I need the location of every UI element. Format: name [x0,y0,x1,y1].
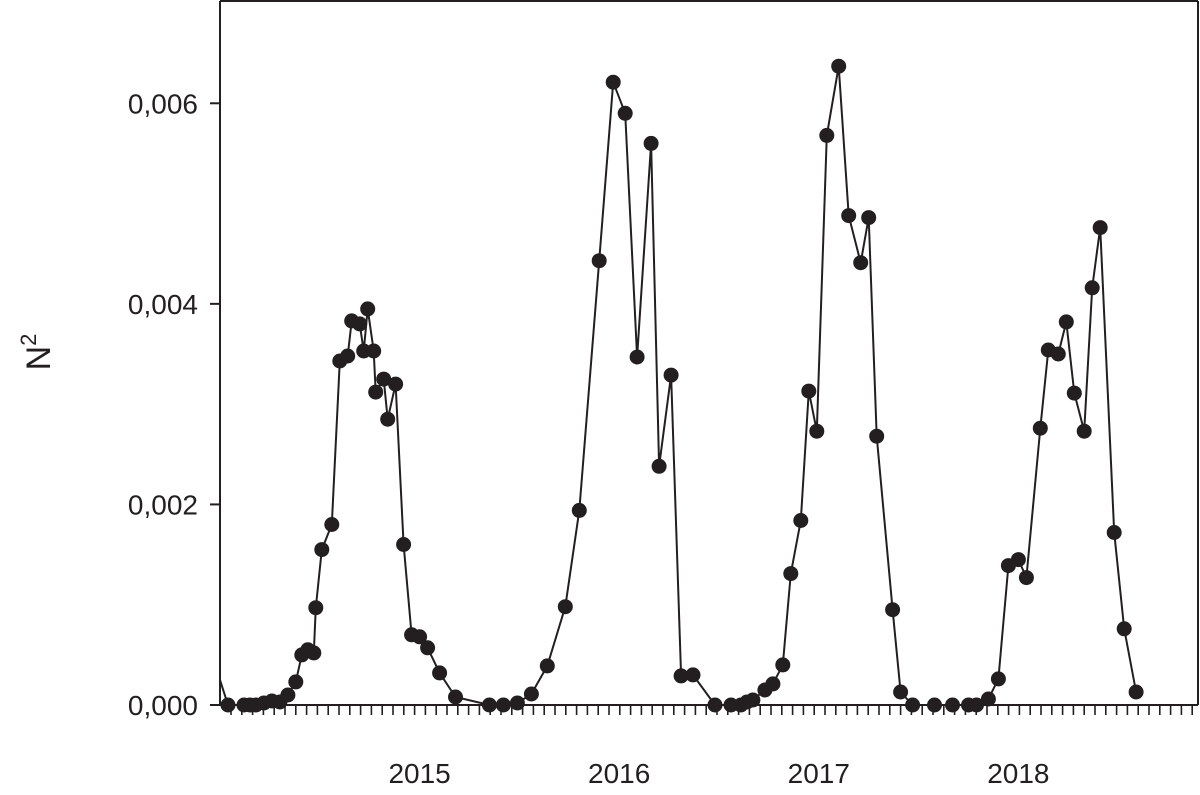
data-point [775,657,791,673]
data-point [643,135,659,151]
data-point [308,600,324,616]
y-tick-label: 0,002 [128,489,198,520]
data-point [707,697,723,713]
data-point [481,697,497,713]
data-point [1018,570,1034,586]
data-point [745,692,761,708]
data-point [1058,314,1074,330]
data-point [945,697,960,713]
data-point [396,537,412,552]
y-tick-label: 0,004 [128,289,198,320]
data-point [523,686,539,702]
data-point [819,127,835,143]
data-point [853,255,869,271]
data-point [388,376,404,392]
data-point [1084,280,1100,296]
data-point [352,316,368,332]
y-axis: 0,000 0,002 0,004 0,006 [128,88,220,721]
data-point [288,674,304,690]
data-point [1010,552,1026,568]
data-point [990,671,1006,687]
data-point [420,640,436,656]
data-point [801,383,817,399]
data-point [314,542,330,558]
x-tick-label: 2016 [588,758,650,789]
x-tick-label: 2017 [788,758,850,789]
data-point [539,658,555,674]
y-axis-label-superscript: 2 [16,334,41,346]
data-point [969,697,984,713]
data-point [1032,420,1048,436]
data-point [793,513,809,528]
data-point [280,687,296,703]
data-point [495,697,511,713]
data-point [1106,525,1122,540]
data-point [629,349,645,365]
data-point [368,384,384,400]
data-point [1128,684,1144,700]
data-point [861,210,877,226]
data-point [1116,621,1132,637]
data-point [591,253,607,269]
data-point [809,423,825,439]
y-tick-label: 0,006 [128,88,198,119]
data-point [340,348,356,364]
data-point [306,645,322,661]
data-point [1092,220,1108,236]
x-tick-label: 2015 [388,758,450,789]
data-point [927,697,942,713]
data-point [605,74,621,90]
data-point [412,629,428,645]
data-markers [220,58,1144,713]
y-axis-label: N2 [16,334,58,371]
data-point [376,371,392,387]
data-point [765,676,781,692]
data-point [673,668,689,684]
data-point [980,691,996,707]
data-point [885,602,901,618]
data-point [432,665,448,681]
series-line [219,66,1138,706]
y-tick-label: 0,000 [128,690,198,721]
y-axis-label-base: N [20,346,58,371]
data-point [617,105,633,121]
data-point [571,502,587,518]
data-point [366,343,382,359]
data-point [360,301,376,317]
data-point [557,599,573,615]
data-point [1076,423,1092,439]
data-point [831,58,847,74]
data-point [380,411,396,427]
data-point [685,667,701,683]
data-point [663,367,679,383]
x-tick-label: 2018 [987,758,1049,789]
data-point [1050,346,1066,362]
data-point [1066,385,1082,401]
data-point [651,458,667,474]
data-point [448,689,463,705]
data-point [509,695,525,711]
data-point [893,684,909,700]
data-point [220,697,236,713]
data-point [783,566,799,582]
x-axis: 2015 2016 2017 2018 [388,758,1049,789]
data-point [869,428,885,444]
data-point [841,208,857,224]
data-point [324,517,340,532]
data-point [905,697,921,713]
